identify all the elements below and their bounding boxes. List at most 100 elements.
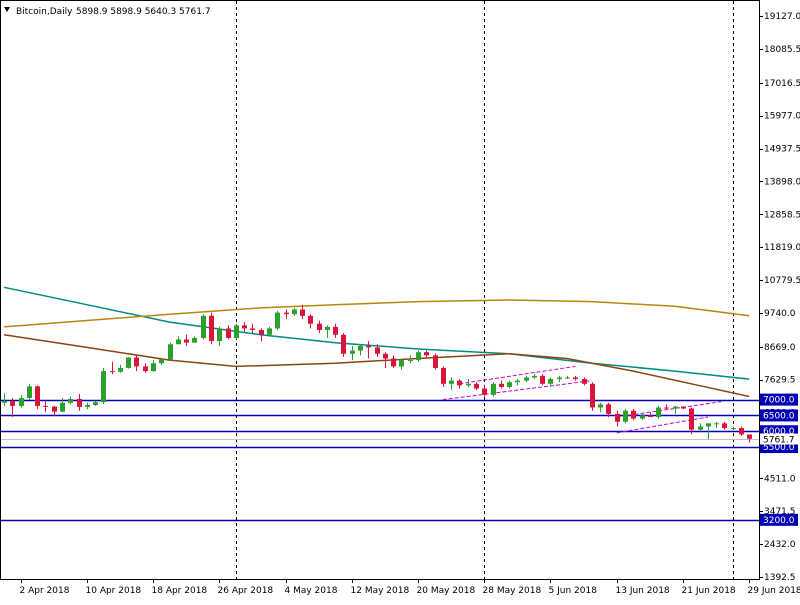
chart-header: Bitcoin,Daily 5898.9 5898.9 5640.3 5761.…	[4, 7, 211, 17]
candle-body	[383, 354, 388, 359]
price-tick-label: 9740.0	[764, 309, 796, 319]
candle-body	[168, 344, 173, 359]
candle-body	[731, 428, 736, 429]
candle-body	[234, 325, 239, 338]
price-tick-label: 1392.5	[764, 573, 796, 583]
candle-body	[209, 316, 214, 341]
candle-body	[424, 352, 429, 355]
price-tick-label: 2432.0	[764, 540, 796, 550]
candle-body	[151, 363, 156, 371]
price-tick-label: 10779.5	[764, 276, 800, 286]
candle-body	[317, 324, 322, 330]
candle-body	[350, 351, 355, 354]
price-tick-label: 14937.5	[764, 145, 800, 155]
candle-body	[573, 377, 578, 379]
candle-body	[35, 386, 40, 406]
candle-body	[482, 389, 487, 395]
candle	[631, 409, 636, 420]
candle-body	[515, 381, 520, 383]
candle-body	[242, 325, 247, 328]
candle-body	[300, 309, 305, 315]
candle-body	[499, 384, 504, 387]
time-tick-label: 12 May 2018	[351, 586, 410, 596]
candle-body	[474, 384, 479, 389]
candle	[126, 357, 131, 369]
candle-body	[631, 411, 636, 419]
candle-body	[118, 368, 123, 372]
candle-body	[582, 379, 587, 384]
candle	[656, 406, 661, 419]
candle	[623, 409, 628, 423]
candle-body	[93, 402, 98, 405]
candle-body	[284, 313, 289, 315]
price-tick-label: 15977.0	[764, 112, 800, 122]
candle-body	[590, 384, 595, 408]
candle-body	[524, 377, 529, 380]
candle	[201, 314, 206, 339]
candle-body	[673, 407, 678, 409]
candle-body	[2, 401, 7, 403]
time-tick-label: 18 Apr 2018	[152, 586, 208, 596]
candle-body	[491, 384, 496, 395]
candle-body	[77, 399, 82, 407]
candle-body	[557, 377, 562, 379]
candle-body	[648, 415, 653, 417]
level-tag-label: 7000.0	[763, 396, 795, 406]
candle-body	[408, 360, 413, 361]
candle-body	[656, 408, 661, 417]
candle-body	[399, 360, 404, 366]
price-tick-label: 17016.5	[764, 79, 800, 89]
time-tick-label: 10 Apr 2018	[86, 586, 142, 596]
candle	[234, 324, 239, 340]
candle-body	[739, 428, 744, 434]
candle	[168, 343, 173, 360]
candle-body	[126, 358, 131, 368]
candle-body	[341, 335, 346, 354]
time-tick-label: 5 Jun 2018	[549, 586, 598, 596]
time-tick-label: 13 Jun 2018	[616, 586, 670, 596]
candle-body	[449, 381, 454, 384]
time-tick-label: 29 Jun 2018	[748, 586, 800, 596]
level-tag-label: 6500.0	[763, 411, 795, 421]
candle-body	[606, 404, 611, 413]
candle-body	[250, 328, 255, 330]
candle	[416, 351, 421, 362]
candle-body	[85, 405, 90, 407]
candle-body	[640, 415, 645, 418]
candle-body	[217, 328, 222, 341]
candle-body	[598, 404, 603, 407]
candle-body	[722, 423, 727, 428]
candle-body	[698, 427, 703, 430]
candle-body	[664, 408, 669, 409]
price-tag-label: 5761.7	[763, 436, 795, 446]
price-tick-label: 11819.0	[764, 243, 800, 253]
candle-body	[143, 366, 148, 371]
candle-body	[292, 309, 297, 314]
time-tick-label: 21 Jun 2018	[682, 586, 736, 596]
candle-body	[747, 434, 752, 438]
candle-body	[275, 313, 280, 329]
price-tick-label: 7629.5	[764, 376, 796, 386]
price-tick-label: 18085.5	[764, 45, 800, 55]
candle	[209, 313, 214, 345]
price-tick-label: 4511.0	[764, 474, 796, 484]
time-tick-label: 2 Apr 2018	[20, 586, 70, 596]
candle-body	[540, 376, 545, 384]
candle	[35, 385, 40, 409]
candle-body	[507, 382, 512, 387]
candle-body	[201, 316, 206, 338]
candle-body	[184, 340, 189, 343]
candle-body	[68, 399, 73, 403]
candle-body	[27, 386, 32, 398]
candle-body	[565, 377, 570, 378]
time-tick-label: 4 May 2018	[285, 586, 338, 596]
candle-body	[681, 407, 686, 409]
candle	[101, 368, 106, 404]
candle-body	[623, 411, 628, 422]
candle	[275, 311, 280, 330]
candle-body	[110, 371, 115, 372]
candle-body	[325, 327, 330, 330]
